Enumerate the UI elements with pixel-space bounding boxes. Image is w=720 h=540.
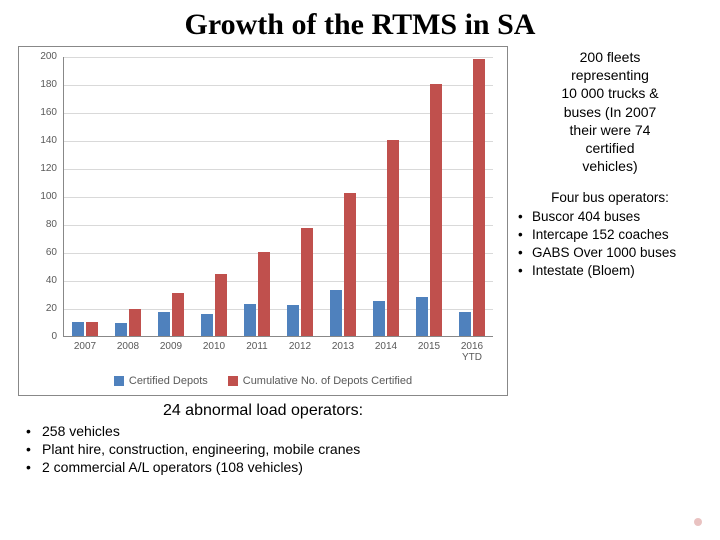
callout-line: representing — [520, 66, 700, 84]
legend-item: Certified Depots — [114, 375, 208, 387]
x-tick-label: 2013 — [322, 341, 364, 352]
legend-swatch — [114, 376, 124, 386]
plot-region — [63, 57, 493, 337]
legend-label: Certified Depots — [129, 375, 208, 387]
bus-operator-item: Intestate (Bloem) — [518, 262, 702, 280]
callout-line: their were 74 — [520, 121, 700, 139]
bar — [344, 193, 356, 336]
y-tick-label: 80 — [19, 219, 57, 230]
callout-line: buses (In 2007 — [520, 103, 700, 121]
grid-line — [64, 113, 493, 114]
main-row: Certified Depots Cumulative No. of Depots… — [18, 46, 702, 477]
chart-area: Certified Depots Cumulative No. of Depots… — [18, 46, 508, 477]
bar — [301, 228, 313, 336]
bar — [373, 301, 385, 336]
grid-line — [64, 85, 493, 86]
bar — [172, 293, 184, 336]
x-tick-label: 2008 — [107, 341, 149, 352]
x-tick-label: 2016 YTD — [451, 341, 493, 363]
bus-operator-item: GABS Over 1000 buses — [518, 244, 702, 262]
abnormal-item: Plant hire, construction, engineering, m… — [18, 440, 508, 458]
abnormal-heading: 24 abnormal load operators: — [18, 402, 508, 420]
callout-line: certified — [520, 139, 700, 157]
right-column: 200 fleetsrepresenting10 000 trucks &bus… — [518, 46, 702, 477]
bar-chart: Certified Depots Cumulative No. of Depots… — [18, 46, 508, 396]
chart-legend: Certified Depots Cumulative No. of Depots… — [19, 375, 507, 389]
bar — [459, 312, 471, 336]
slide: Growth of the RTMS in SA Certified Depot… — [0, 0, 720, 540]
grid-line — [64, 253, 493, 254]
bus-operator-item: Buscor 404 buses — [518, 208, 702, 226]
bar — [129, 309, 141, 336]
grid-line — [64, 169, 493, 170]
bar — [86, 322, 98, 336]
bus-operators: Four bus operators: Buscor 404 busesInte… — [518, 189, 702, 280]
bar — [473, 59, 485, 336]
bus-operators-list: Buscor 404 busesIntercape 152 coachesGAB… — [518, 208, 702, 281]
bus-operators-heading: Four bus operators: — [518, 189, 702, 207]
x-tick-label: 2007 — [64, 341, 106, 352]
y-tick-label: 200 — [19, 51, 57, 62]
y-tick-label: 60 — [19, 247, 57, 258]
x-tick-label: 2009 — [150, 341, 192, 352]
grid-line — [64, 57, 493, 58]
bar — [158, 312, 170, 336]
page-title: Growth of the RTMS in SA — [18, 8, 702, 42]
legend-item: Cumulative No. of Depots Certified — [228, 375, 412, 387]
abnormal-list: 258 vehiclesPlant hire, construction, en… — [18, 422, 508, 477]
bar — [215, 274, 227, 336]
bar — [387, 140, 399, 336]
grid-line — [64, 141, 493, 142]
bar — [430, 84, 442, 336]
bar — [244, 304, 256, 336]
x-tick-label: 2012 — [279, 341, 321, 352]
callout-line: 10 000 trucks & — [520, 84, 700, 102]
x-tick-label: 2010 — [193, 341, 235, 352]
grid-line — [64, 197, 493, 198]
bar — [115, 323, 127, 336]
y-tick-label: 40 — [19, 275, 57, 286]
y-tick-label: 100 — [19, 191, 57, 202]
legend-swatch — [228, 376, 238, 386]
y-tick-label: 120 — [19, 163, 57, 174]
bar — [330, 290, 342, 336]
abnormal-item: 2 commercial A/L operators (108 vehicles… — [18, 458, 508, 476]
x-tick-label: 2014 — [365, 341, 407, 352]
bus-operator-item: Intercape 152 coaches — [518, 226, 702, 244]
y-tick-label: 160 — [19, 107, 57, 118]
legend-label: Cumulative No. of Depots Certified — [243, 375, 412, 387]
y-tick-label: 20 — [19, 303, 57, 314]
bottom-area: 24 abnormal load operators: 258 vehicles… — [18, 402, 508, 477]
bar — [287, 305, 299, 336]
grid-line — [64, 225, 493, 226]
bar — [258, 252, 270, 336]
slide-marker-icon — [694, 518, 702, 526]
y-tick-label: 180 — [19, 79, 57, 90]
callout-line: 200 fleets — [520, 48, 700, 66]
grid-line — [64, 281, 493, 282]
x-tick-label: 2011 — [236, 341, 278, 352]
x-tick-label: 2015 — [408, 341, 450, 352]
bar — [416, 297, 428, 336]
y-tick-label: 0 — [19, 331, 57, 342]
abnormal-item: 258 vehicles — [18, 422, 508, 440]
bar — [201, 314, 213, 336]
bar — [72, 322, 84, 336]
callout-line: vehicles) — [520, 157, 700, 175]
fleet-summary: 200 fleetsrepresenting10 000 trucks &bus… — [518, 46, 702, 177]
y-tick-label: 140 — [19, 135, 57, 146]
